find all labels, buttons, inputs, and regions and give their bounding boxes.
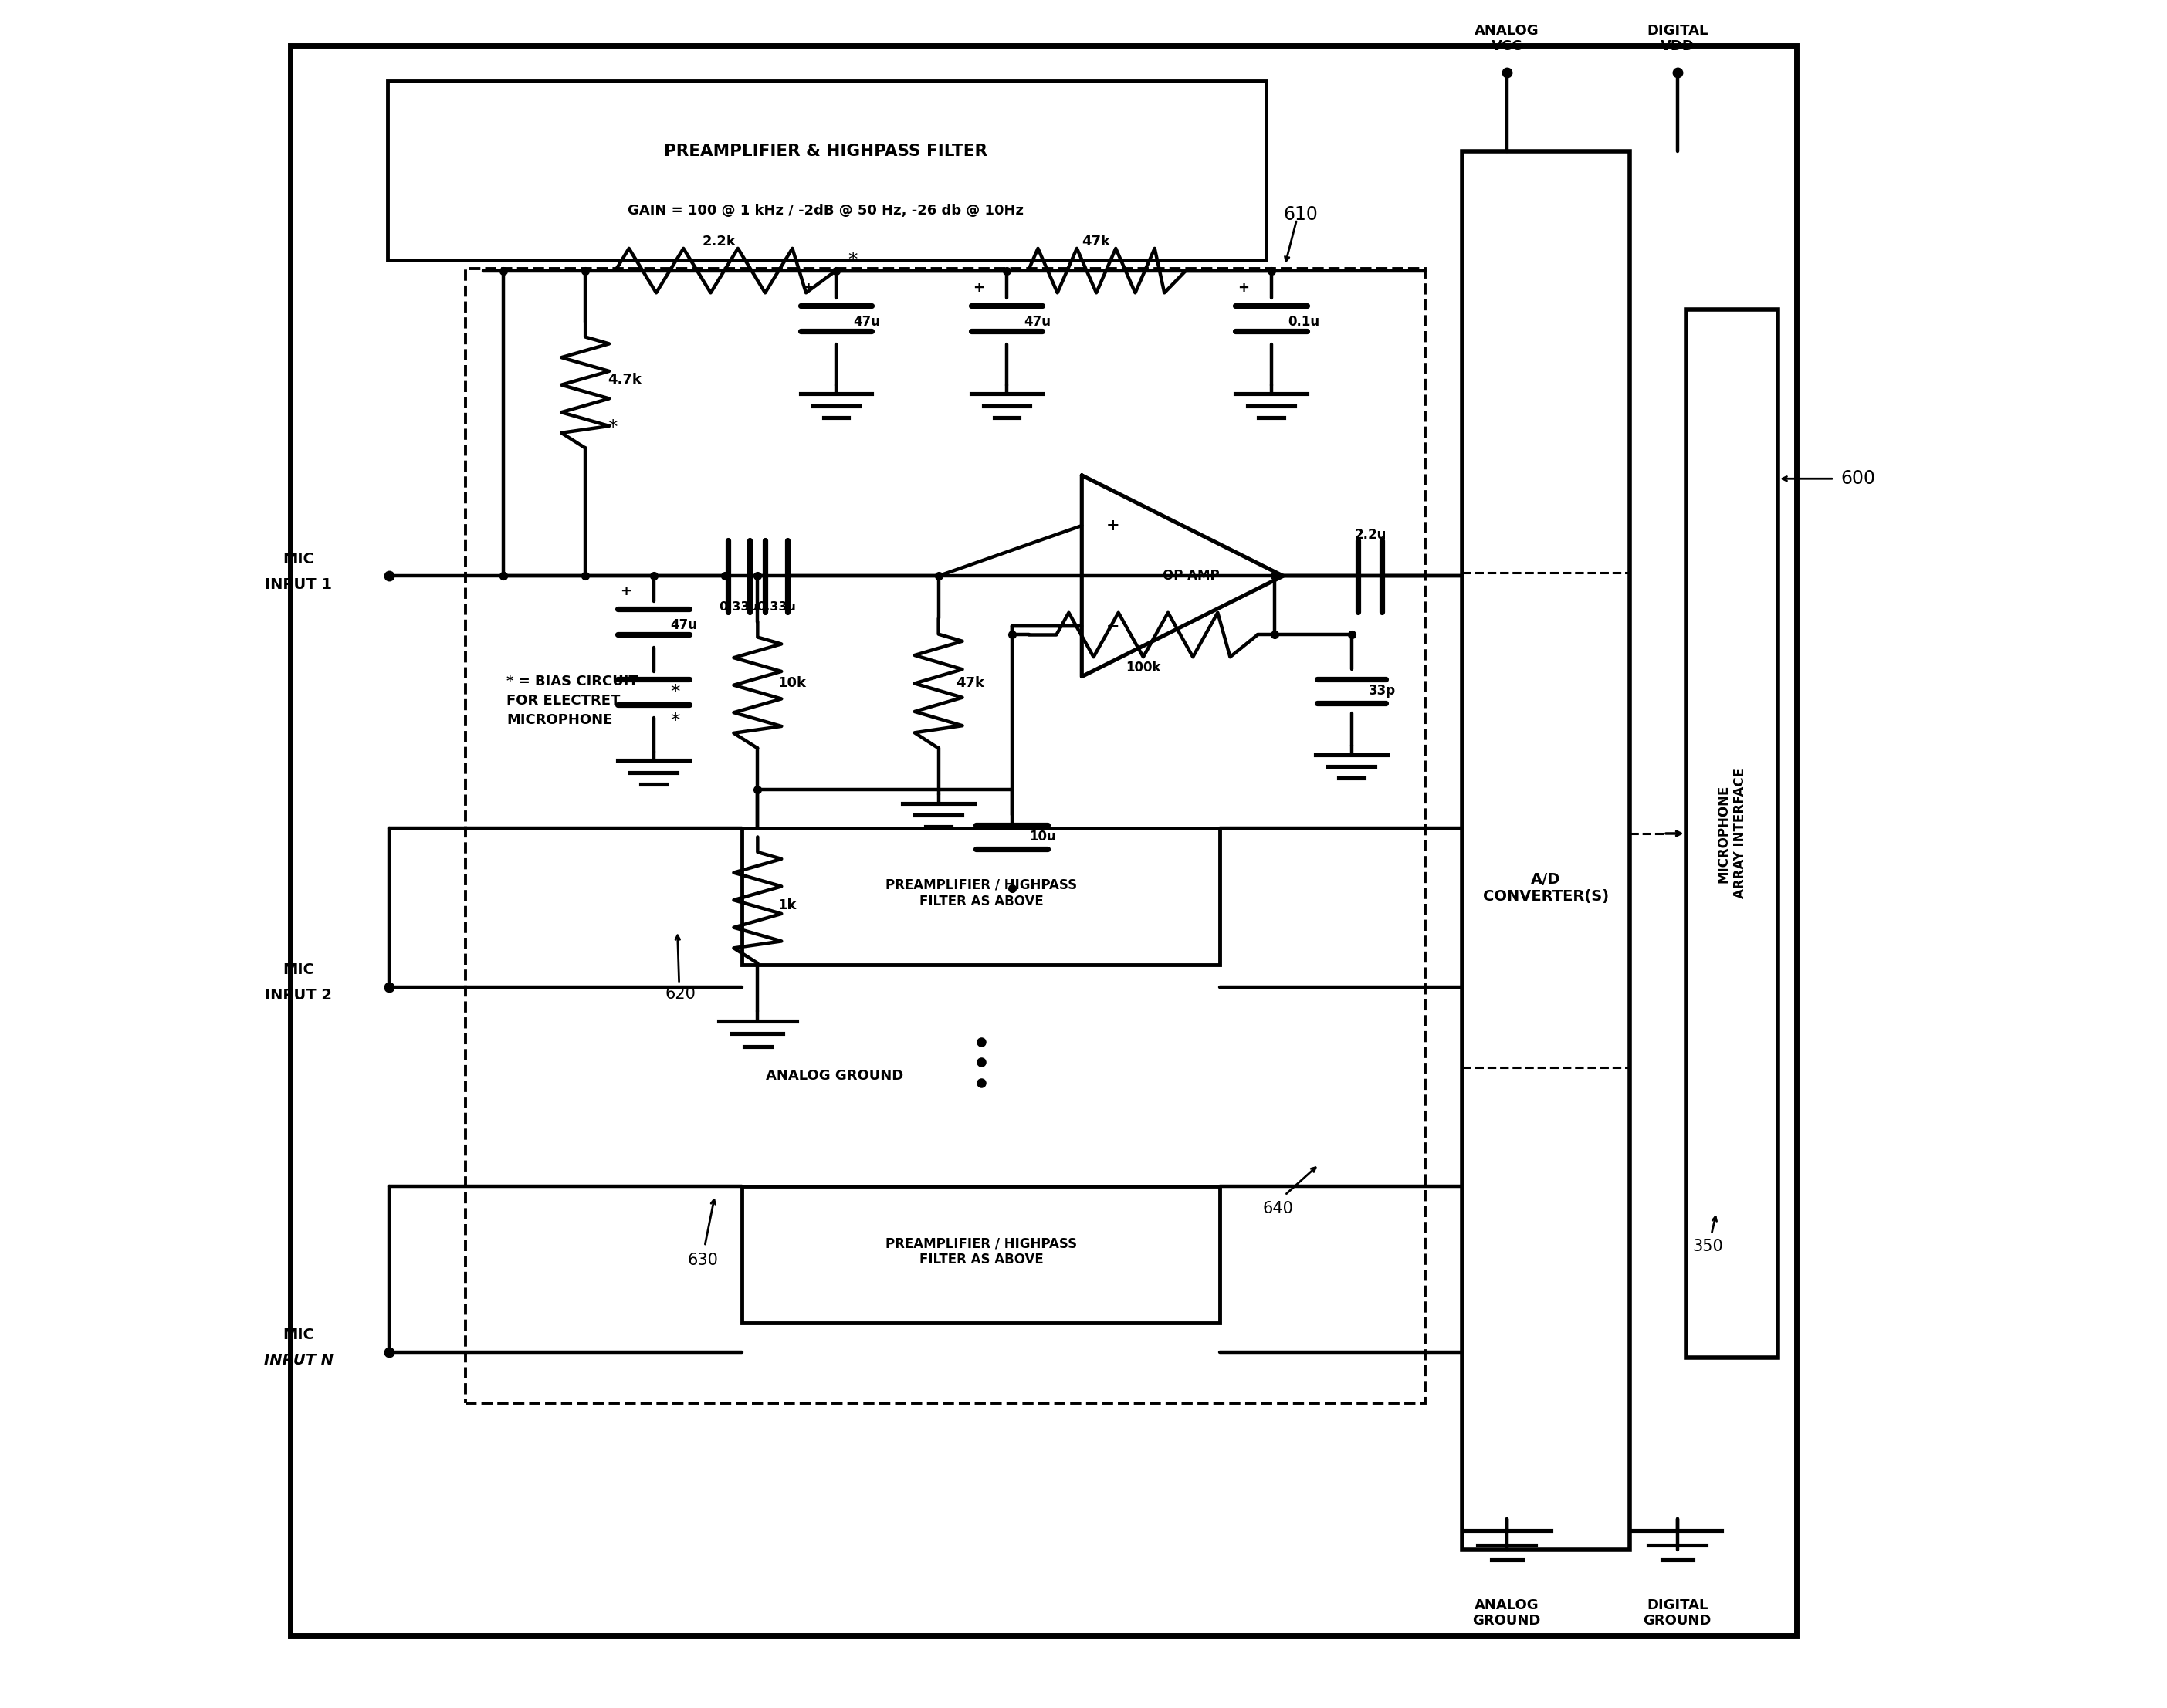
Text: 640: 640 [1263,1201,1294,1216]
Text: +: + [620,584,631,598]
Text: 0.33u: 0.33u [756,601,795,613]
Text: DIGITAL
VDD: DIGITAL VDD [1647,24,1708,53]
Text: ANALOG GROUND: ANALOG GROUND [767,1069,904,1083]
Text: *: * [670,683,680,702]
Text: MIC: MIC [284,1327,314,1342]
Text: MIC: MIC [284,963,314,977]
Text: * = BIAS CIRCUIT
FOR ELECTRET
MICROPHONE: * = BIAS CIRCUIT FOR ELECTRET MICROPHONE [507,675,639,726]
Text: 0.33u: 0.33u [719,601,758,613]
Text: 100k: 100k [1125,661,1162,675]
Text: *: * [607,418,618,437]
Text: PREAMPLIFIER / HIGHPASS
FILTER AS ABOVE: PREAMPLIFIER / HIGHPASS FILTER AS ABOVE [886,878,1077,909]
Text: 47u: 47u [854,314,880,328]
Text: +: + [973,280,984,294]
Text: 2.2k: 2.2k [702,234,737,248]
Text: *: * [847,251,858,270]
Bar [1686,309,1777,1358]
Text: *: * [670,712,680,731]
Text: −: − [1105,618,1120,634]
Text: ANALOG
GROUND: ANALOG GROUND [1474,1599,1541,1628]
Text: 610: 610 [1283,205,1318,224]
Text: 47u: 47u [1023,314,1051,328]
Text: ANALOG
VCC: ANALOG VCC [1474,24,1539,53]
Text: 10k: 10k [778,676,806,690]
Text: MIC: MIC [284,552,314,567]
Text: +: + [1237,280,1248,294]
Bar [466,268,1424,1404]
Text: +: + [802,280,815,294]
Text: 630: 630 [687,1252,719,1267]
Text: 2.2u: 2.2u [1354,528,1387,541]
Text: 0.1u: 0.1u [1287,314,1320,328]
Text: INPUT N: INPUT N [264,1353,334,1368]
Text: 47k: 47k [1081,234,1110,248]
Bar [1463,152,1630,1549]
Text: 600: 600 [1842,470,1877,488]
Text: PREAMPLIFIER / HIGHPASS
FILTER AS ABOVE: PREAMPLIFIER / HIGHPASS FILTER AS ABOVE [886,1237,1077,1266]
Bar [743,1187,1220,1324]
Text: DIGITAL
GROUND: DIGITAL GROUND [1643,1599,1712,1628]
Text: PREAMPLIFIER & HIGHPASS FILTER: PREAMPLIFIER & HIGHPASS FILTER [663,143,988,159]
Bar [290,46,1796,1635]
Text: MICROPHONE
ARRAY INTERFACE: MICROPHONE ARRAY INTERFACE [1716,769,1747,898]
Text: 10u: 10u [1029,830,1055,844]
Text: 47k: 47k [956,676,984,690]
Bar [743,828,1220,965]
Text: INPUT 1: INPUT 1 [264,577,332,591]
Text: 350: 350 [1692,1238,1723,1254]
Text: A/D
CONVERTER(S): A/D CONVERTER(S) [1482,873,1608,904]
Text: 47u: 47u [670,618,698,632]
Text: OP AMP: OP AMP [1162,569,1220,582]
Bar [388,82,1266,260]
Text: 4.7k: 4.7k [607,372,641,386]
Text: 620: 620 [665,986,696,1001]
Text: GAIN = 100 @ 1 kHz / -2dB @ 50 Hz, -26 db @ 10Hz: GAIN = 100 @ 1 kHz / -2dB @ 50 Hz, -26 d… [628,203,1023,219]
Text: 33p: 33p [1367,685,1396,699]
Text: INPUT 2: INPUT 2 [264,989,332,1003]
Text: 1k: 1k [778,898,797,912]
Text: +: + [1105,518,1120,533]
